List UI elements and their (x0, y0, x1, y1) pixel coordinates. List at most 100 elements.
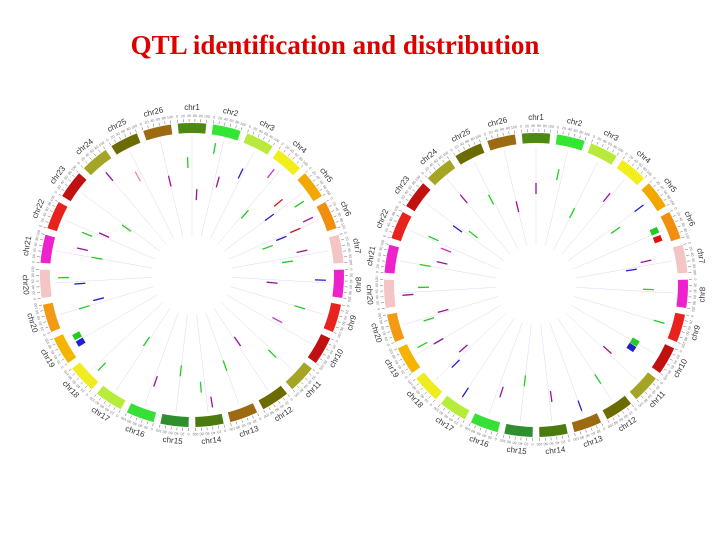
chromosome-band-chr7 (673, 245, 688, 274)
tick-label: 20 (284, 145, 290, 151)
tick-mark (592, 140, 593, 143)
tick-label: 60 (319, 180, 325, 186)
tick-label: 20 (655, 180, 661, 186)
qtl-mark (557, 169, 559, 180)
tick-label: 60 (691, 258, 696, 263)
qtl-mark (267, 282, 278, 283)
qtl-mark (241, 210, 248, 218)
tick-mark (109, 143, 111, 146)
tick-label: 100 (273, 137, 280, 144)
chromosome-band-chr13 (572, 413, 601, 432)
tick-label: 20 (676, 211, 681, 216)
tick-mark (76, 171, 78, 173)
tick-label: 40 (375, 295, 379, 299)
tick-label: 0 (187, 432, 189, 436)
tick-mark (52, 205, 55, 206)
radial-link (489, 323, 523, 415)
chromosome-band-chr10 (652, 344, 674, 373)
tick-label: 20 (217, 429, 222, 434)
tick-mark (486, 137, 487, 140)
tick-mark (425, 392, 427, 394)
radial-link (231, 251, 328, 268)
tick-label: 40 (289, 148, 295, 154)
radial-link (409, 230, 499, 269)
tick-mark (85, 386, 87, 388)
tick-label: 60 (63, 175, 69, 181)
tick-mark (119, 410, 120, 413)
tick-label: 100 (637, 401, 644, 408)
radial-link (176, 315, 187, 412)
qtl-mark (437, 262, 448, 265)
tick-label: 100 (263, 412, 270, 418)
tick-mark (55, 349, 58, 350)
tick-label: 40 (690, 252, 695, 257)
radial-link (116, 308, 170, 390)
tick-mark (602, 423, 603, 426)
tick-mark (480, 428, 481, 431)
tick-mark (602, 144, 603, 147)
qtl-mark (272, 318, 282, 323)
tick-mark (463, 147, 464, 150)
chromosome-label-chr13: chr13 (238, 424, 260, 439)
qtl-mark (402, 294, 413, 295)
tick-label: 0 (520, 125, 522, 129)
tick-mark (413, 379, 415, 381)
tick-mark (657, 190, 659, 192)
tick-label: 100 (347, 296, 352, 303)
tick-mark (142, 127, 143, 130)
tick-mark (509, 131, 510, 134)
chromosome-band-chr2 (212, 124, 241, 140)
tick-label: 0 (334, 340, 338, 343)
tick-label: 20 (628, 155, 634, 161)
tick-label: 100 (204, 114, 210, 119)
radial-link (558, 318, 612, 400)
tick-mark (413, 190, 415, 192)
tick-mark (458, 150, 459, 153)
tick-mark (81, 382, 83, 384)
tick-label: 0 (213, 115, 216, 119)
tick-label: 80 (506, 439, 511, 444)
qtl-mark (200, 382, 201, 393)
tick-label: 0 (678, 350, 682, 353)
tick-mark (103, 147, 105, 149)
chromosome-band-chr7 (329, 235, 344, 264)
tick-label: 100 (318, 363, 325, 370)
qtl-mark (82, 232, 92, 236)
tick-mark (329, 344, 332, 345)
tick-mark (670, 359, 673, 360)
qtl-mark (460, 195, 467, 203)
tick-mark (438, 404, 440, 406)
tick-mark (114, 407, 116, 410)
tick-mark (130, 416, 131, 419)
tick-mark (50, 339, 53, 340)
tick-mark (479, 140, 480, 143)
tick-mark (645, 392, 647, 394)
tick-label: 40 (693, 289, 697, 293)
tick-mark (94, 394, 96, 396)
tick-mark (607, 147, 608, 150)
chromosome-band-chr20 (387, 313, 404, 342)
tick-label: 40 (346, 242, 351, 247)
tick-label: 0 (460, 423, 464, 427)
tick-mark (443, 160, 445, 162)
tick-mark (236, 421, 237, 424)
tick-mark (69, 180, 71, 182)
tick-label: 80 (348, 254, 352, 258)
tick-mark (44, 227, 47, 228)
chromosome-label-chr20: chr20 (25, 312, 40, 334)
tick-label: 60 (465, 139, 470, 144)
tick-mark (678, 226, 681, 227)
chromosome-band-chr20b (384, 280, 396, 308)
chromosome-band-chr15 (160, 414, 189, 427)
tick-label: 20 (344, 236, 349, 241)
qtl-mark (262, 245, 272, 249)
tick-mark (339, 316, 342, 317)
radial-link (575, 261, 672, 278)
tick-label: 100 (433, 406, 440, 413)
qtl-mark (295, 201, 304, 207)
chromosome-label-chr1: chr1 (184, 103, 200, 112)
tick-mark (241, 127, 242, 130)
radial-link (398, 287, 496, 293)
tick-mark (673, 215, 676, 216)
tick-mark (491, 431, 492, 434)
